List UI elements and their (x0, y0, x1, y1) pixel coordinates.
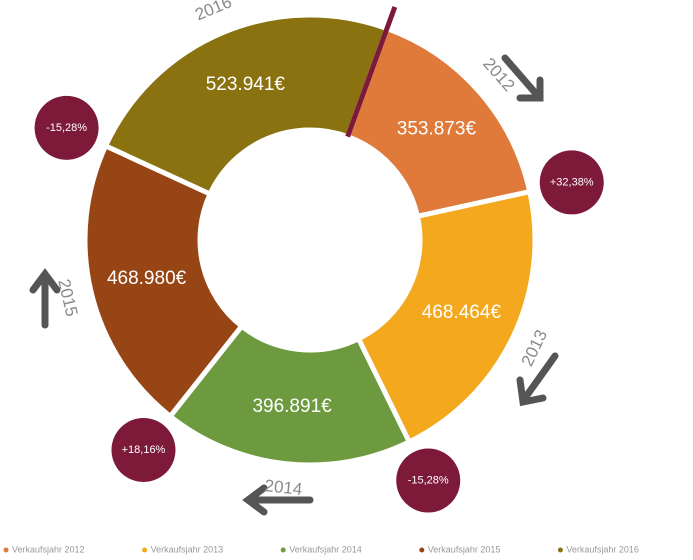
change-label: -15,28% (46, 122, 87, 134)
arrow (501, 54, 544, 102)
legend-label: Verkaufsjahr 2014 (289, 544, 362, 554)
legend-label: Verkaufsjahr 2015 (428, 544, 501, 554)
legend-label: Verkaufsjahr 2016 (566, 544, 639, 554)
value-label: 468.980€ (107, 268, 187, 289)
value-label: 353.873€ (397, 118, 477, 139)
arrow (242, 484, 314, 516)
change-label: -15,28% (408, 474, 449, 486)
category-label: 2016 (192, 0, 234, 24)
category-label: 2015 (54, 277, 81, 318)
arrow (29, 268, 61, 329)
change-bubble (34, 95, 99, 160)
legend-swatch (3, 547, 9, 553)
change-bubble (396, 448, 461, 513)
category-label: 2012 (479, 54, 518, 95)
legend-swatch (280, 547, 286, 553)
legend-swatch (142, 547, 148, 553)
start-marker (345, 6, 398, 138)
donut-segment (355, 188, 538, 446)
legend-swatch (557, 547, 563, 553)
value-label: 396.891€ (252, 396, 332, 417)
legend-label: Verkaufsjahr 2012 (12, 544, 85, 554)
value-label: 468.464€ (422, 302, 502, 323)
trend-arrows (29, 54, 559, 516)
change-label: +32,38% (550, 176, 594, 188)
donut-segment (82, 142, 246, 420)
change-bubble (111, 417, 176, 482)
donut-segment (166, 322, 413, 468)
donut-segment (344, 25, 533, 220)
change-label: +18,16% (122, 444, 166, 456)
donut-segment (102, 12, 391, 198)
category-label: 2014 (264, 476, 304, 499)
arrow (516, 352, 559, 407)
value-label: 523.941€ (206, 74, 286, 95)
legend-swatch (419, 547, 425, 553)
change-bubble (539, 150, 604, 215)
legend-label: Verkaufsjahr 2013 (151, 544, 224, 554)
